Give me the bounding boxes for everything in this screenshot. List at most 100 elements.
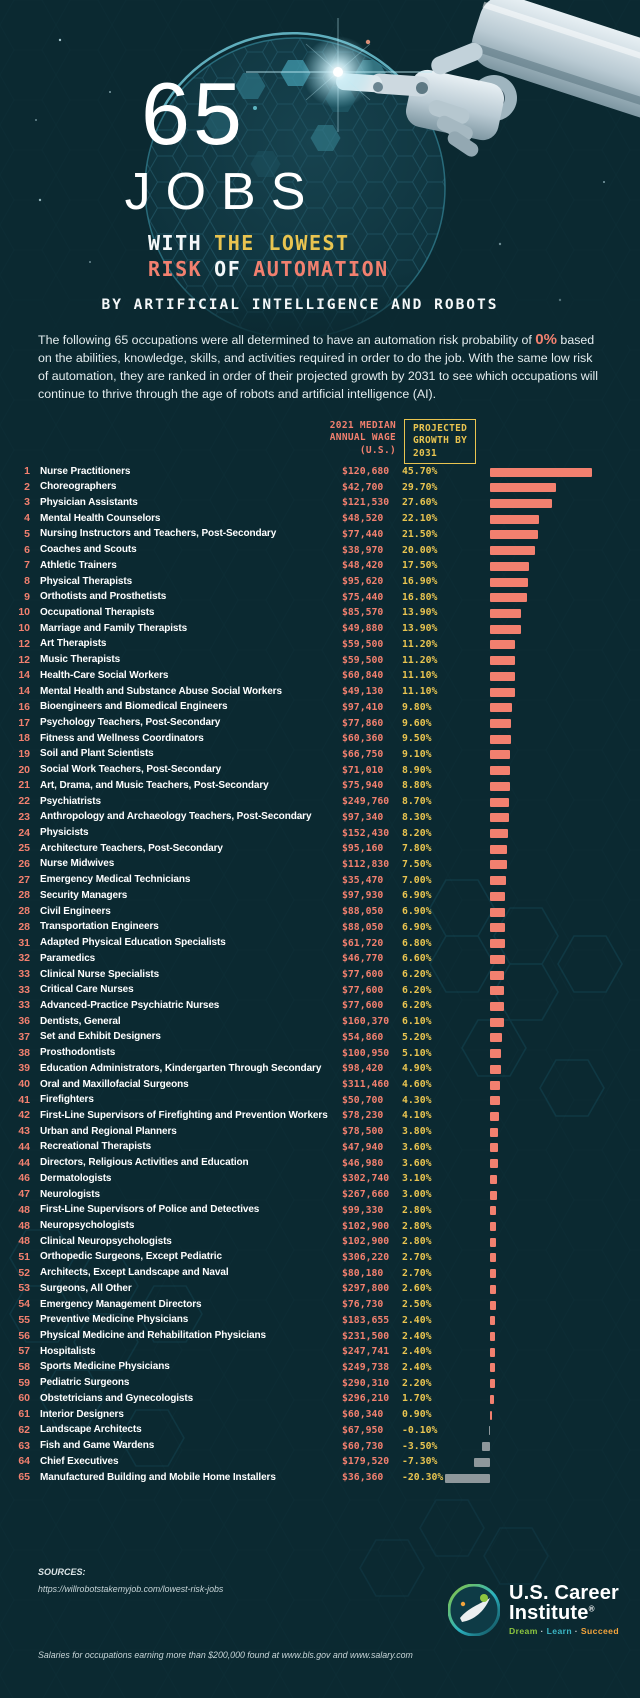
growth-bar-area	[444, 810, 592, 826]
rank-cell: 28	[18, 920, 30, 933]
wage-cell: $36,360	[342, 1472, 384, 1483]
growth-bar-area	[444, 763, 592, 779]
growth-cell: 6.80%	[402, 937, 432, 949]
wage-cell: $35,470	[342, 874, 384, 886]
rank-cell: 28	[18, 905, 30, 918]
rank-cell: 62	[18, 1423, 30, 1436]
growth-bar-area	[444, 684, 592, 700]
table-row: 59 Pediatric Surgeons $290,310 2.20%	[0, 1376, 640, 1392]
growth-bar-area	[444, 778, 592, 794]
wage-cell: $67,950	[342, 1424, 384, 1436]
wage-cell: $77,600	[342, 1000, 384, 1012]
rank-cell: 27	[18, 873, 30, 886]
table-row: 37 Set and Exhibit Designers $54,860 5.20%	[0, 1030, 640, 1046]
intro-text-before: The following 65 occupations were all de…	[38, 333, 536, 347]
table-row: 60 Obstetricians and Gynecologists $296,21…	[0, 1391, 640, 1407]
job-title-cell: Dermatologists	[40, 1172, 112, 1184]
growth-cell: 6.90%	[402, 906, 432, 918]
growth-cell: 4.90%	[402, 1063, 432, 1075]
table-row: 20 Social Work Teachers, Post-Secondary $7…	[0, 763, 640, 779]
growth-cell: 4.60%	[402, 1079, 432, 1091]
growth-bar-area	[444, 1093, 592, 1109]
title-subline-1-yellow: THE LOWEST	[214, 231, 350, 255]
wage-cell: $97,410	[342, 701, 384, 713]
growth-bar-area	[444, 1061, 592, 1077]
table-row: 61 Interior Designers $60,340 0.90%	[0, 1407, 640, 1423]
growth-bar-area	[444, 558, 592, 574]
growth-cell: 4.30%	[402, 1094, 432, 1106]
growth-cell: 2.80%	[402, 1204, 432, 1216]
growth-bar	[490, 719, 512, 728]
sources-label: SOURCES:	[38, 1567, 86, 1577]
table-row: 22 Psychiatrists $249,760 8.70%	[0, 794, 640, 810]
growth-bar-area	[444, 1187, 592, 1203]
job-title-cell: Health-Care Social Workers	[40, 669, 169, 681]
wage-cell: $77,860	[342, 717, 384, 729]
wage-cell: $247,741	[342, 1346, 390, 1358]
table-row: 2 Choreographers $42,700 29.70%	[0, 480, 640, 496]
job-title-cell: Mental Health and Substance Abuse Social…	[40, 685, 282, 697]
growth-bar-area	[444, 920, 592, 936]
growth-bar-area	[444, 888, 592, 904]
wage-cell: $183,655	[342, 1314, 390, 1326]
rank-cell: 21	[18, 779, 30, 792]
growth-cell: 3.60%	[402, 1141, 432, 1153]
growth-bar	[490, 467, 592, 477]
growth-bar	[490, 1159, 499, 1169]
growth-bar	[490, 608, 522, 618]
wage-cell: $78,500	[342, 1126, 384, 1138]
wage-cell: $80,180	[342, 1267, 384, 1279]
table-row: 36 Dentists, General $160,370 6.10%	[0, 1014, 640, 1030]
table-row: 32 Paramedics $46,770 6.60%	[0, 951, 640, 967]
table-row: 48 Neuropsychologists $102,900 2.80%	[0, 1219, 640, 1235]
table-row: 21 Art, Drama, and Music Teachers, Post-S…	[0, 778, 640, 794]
rank-cell: 12	[18, 653, 30, 666]
growth-cell: 9.50%	[402, 733, 432, 745]
growth-bar	[490, 939, 506, 949]
growth-bar	[490, 1096, 500, 1106]
growth-cell: -20.30%	[402, 1472, 444, 1483]
growth-cell: 2.20%	[402, 1377, 432, 1389]
growth-bar	[490, 1284, 496, 1294]
growth-bar	[490, 860, 507, 870]
growth-cell: 5.20%	[402, 1031, 432, 1043]
table-row: 62 Landscape Architects $67,950 -0.10%	[0, 1423, 640, 1439]
wage-cell: $54,860	[342, 1031, 384, 1043]
wage-cell: $249,738	[342, 1361, 390, 1373]
rank-cell: 54	[18, 1298, 30, 1311]
job-title-cell: Advanced-Practice Psychiatric Nurses	[40, 999, 220, 1011]
growth-bar	[490, 671, 515, 681]
growth-bar	[444, 1473, 490, 1483]
table-row: 17 Psychology Teachers, Post-Secondary $77…	[0, 716, 640, 732]
wage-cell: $50,700	[342, 1094, 384, 1106]
table-row: 12 Art Therapists $59,500 11.20%	[0, 637, 640, 653]
growth-bar-area	[444, 1281, 592, 1297]
wage-cell: $102,900	[342, 1220, 390, 1232]
growth-cell: 2.80%	[402, 1236, 432, 1248]
rank-cell: 46	[18, 1172, 30, 1185]
job-title-cell: Clinical Neuropsychologists	[40, 1235, 172, 1247]
table-row: 46 Dermatologists $302,740 3.10%	[0, 1171, 640, 1187]
growth-bar-area	[444, 936, 592, 952]
wage-cell: $311,460	[342, 1079, 390, 1091]
growth-bar-area	[444, 1171, 592, 1187]
wage-cell: $77,440	[342, 528, 384, 540]
wage-cell: $76,730	[342, 1299, 384, 1311]
rank-cell: 42	[18, 1109, 30, 1122]
growth-bar-area	[444, 700, 592, 716]
job-title-cell: Music Therapists	[40, 654, 121, 666]
rank-cell: 39	[18, 1062, 30, 1075]
table-row: 48 Clinical Neuropsychologists $102,900 2.8…	[0, 1234, 640, 1250]
growth-cell: 17.50%	[402, 560, 438, 572]
rank-cell: 44	[18, 1156, 30, 1169]
growth-bar	[490, 750, 511, 760]
rank-cell: 52	[18, 1266, 30, 1279]
logo-name-line-1: U.S. Career	[509, 1582, 620, 1604]
growth-bar	[490, 593, 528, 603]
growth-bar	[490, 829, 509, 839]
jobs-table: 1 Nurse Practitioners $120,680 45.70% 2 Chore…	[0, 464, 640, 1486]
growth-bar	[490, 546, 535, 556]
rank-cell: 56	[18, 1329, 30, 1342]
growth-bar	[488, 1426, 490, 1436]
